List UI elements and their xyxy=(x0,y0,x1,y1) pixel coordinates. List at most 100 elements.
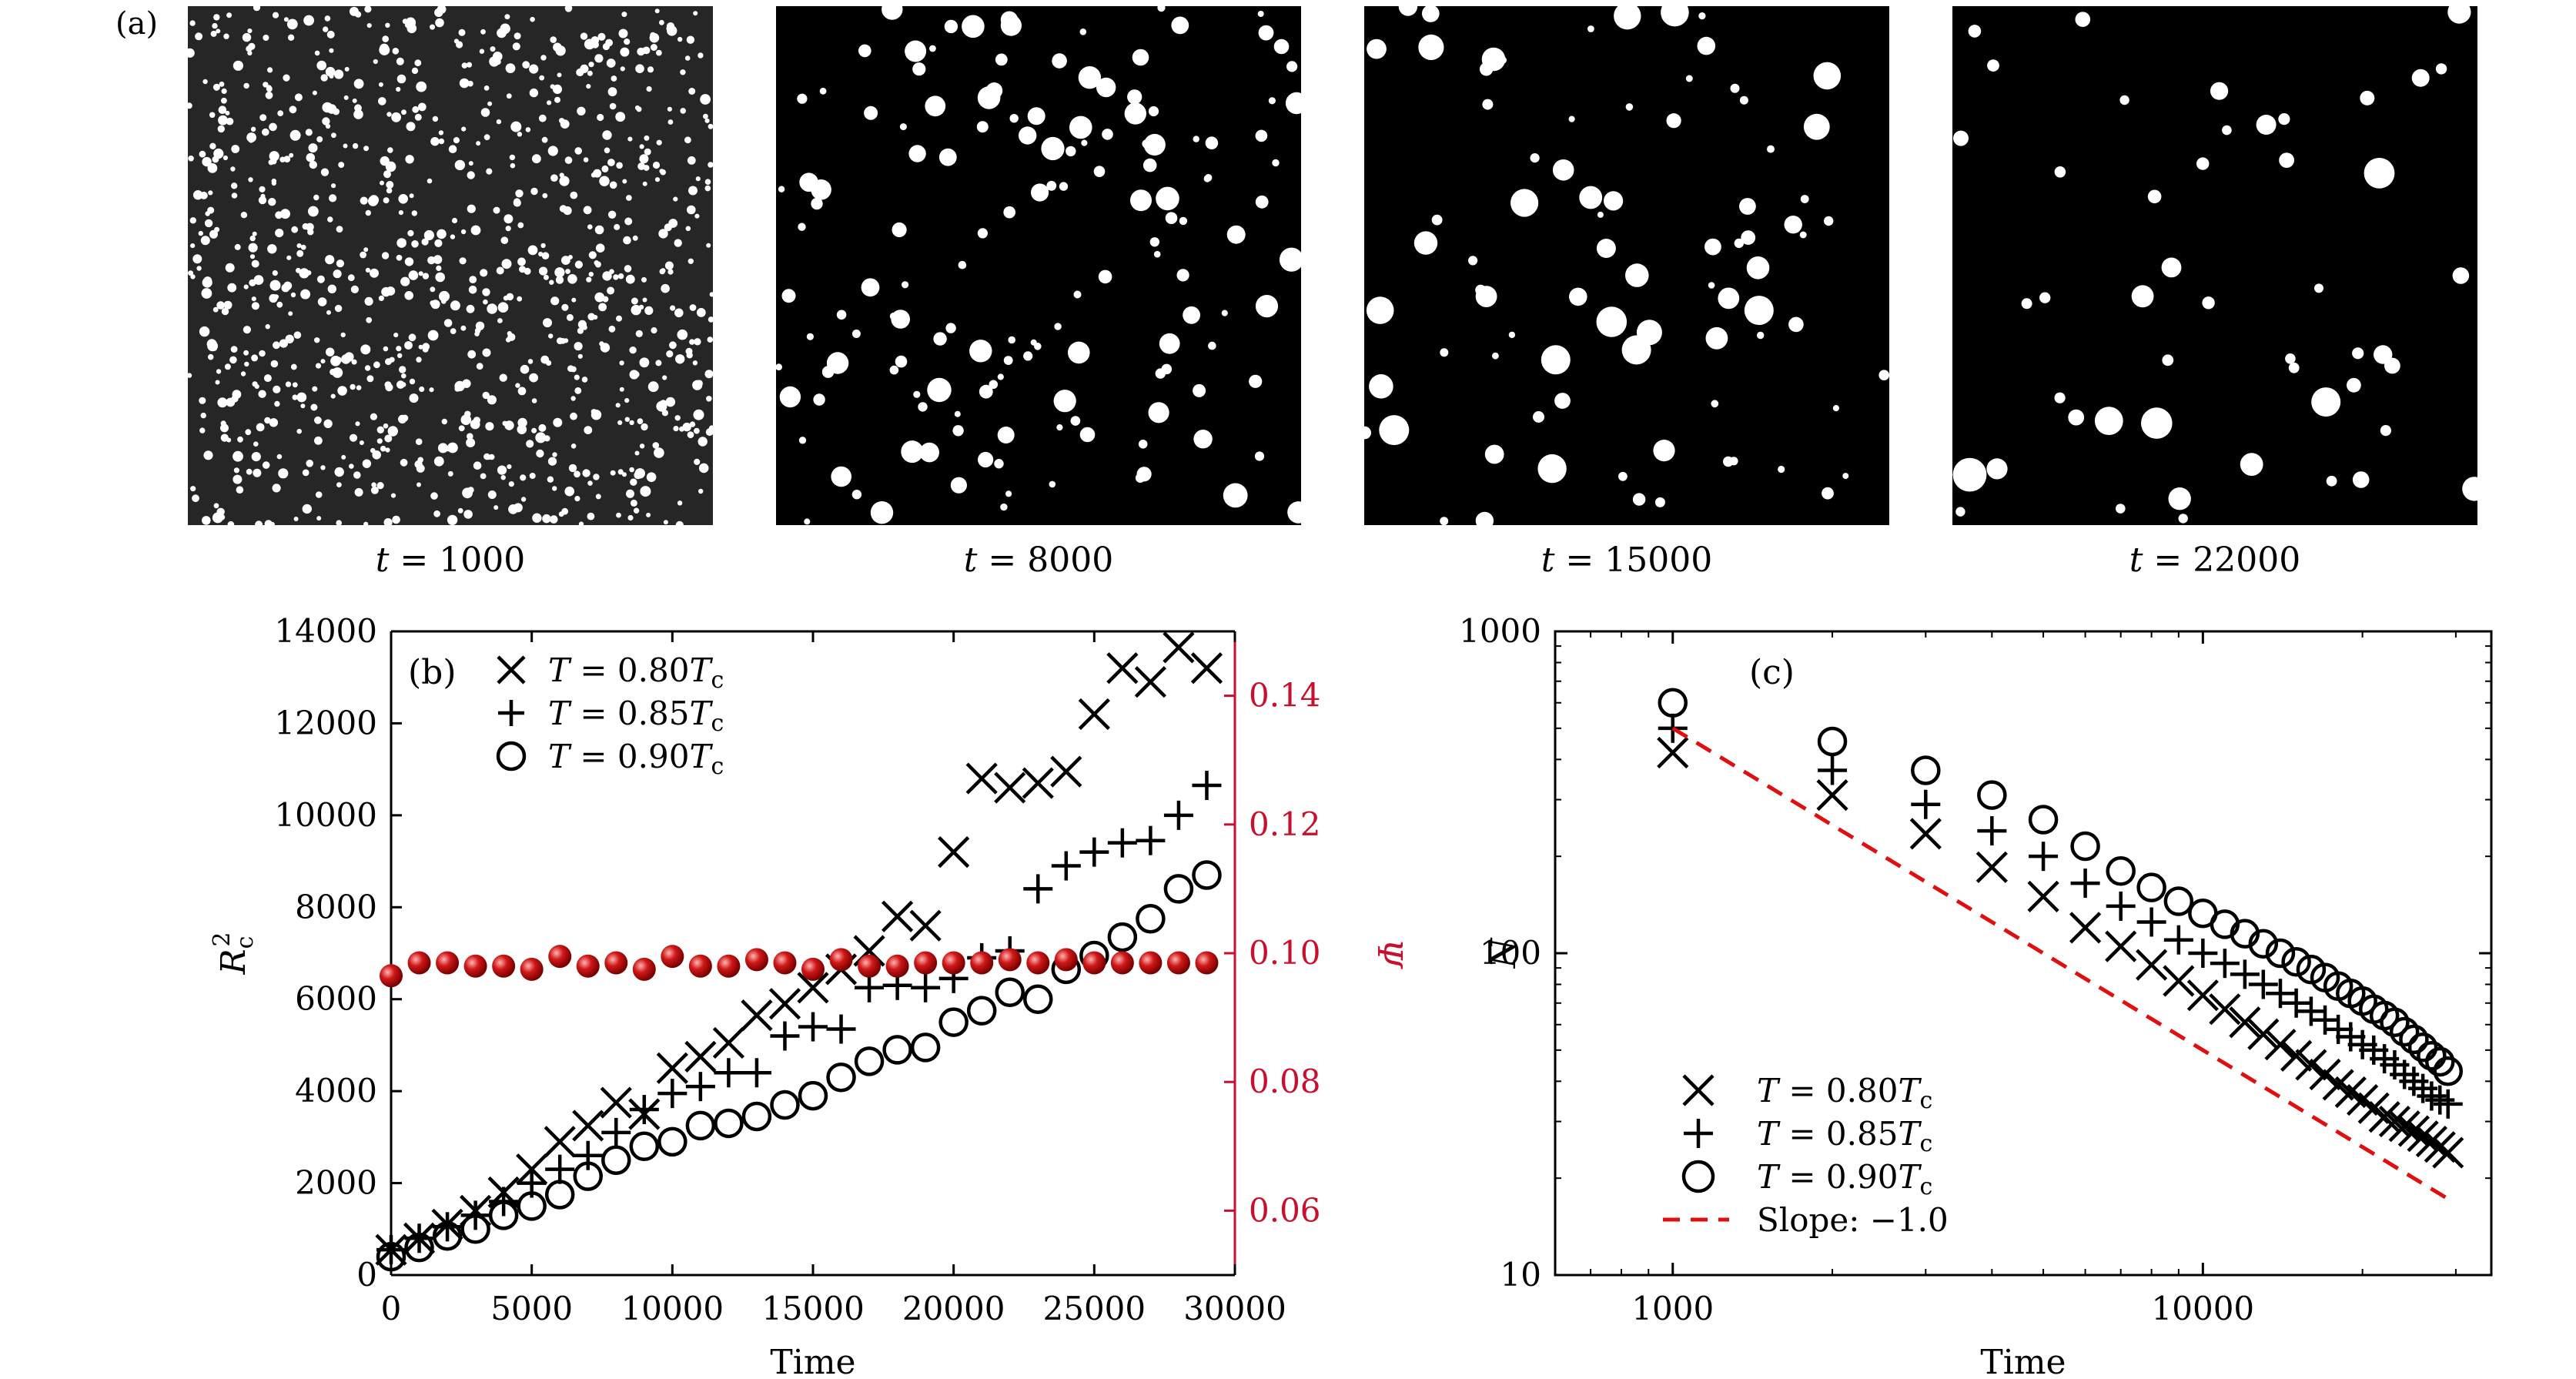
data-point-x xyxy=(2247,1018,2280,1050)
precipitate-particle xyxy=(567,274,577,284)
precipitate-particle xyxy=(625,274,635,284)
data-point-+ xyxy=(911,972,941,1002)
precipitate-particle xyxy=(609,102,617,110)
precipitate-particle xyxy=(927,377,952,403)
precipitate-particle xyxy=(467,433,473,440)
precipitate-particle xyxy=(513,198,521,206)
precipitate-particle xyxy=(467,204,476,213)
y-tick-label: 0 xyxy=(356,1256,377,1294)
data-point-+ xyxy=(657,1079,687,1109)
data-point-x xyxy=(2368,1101,2400,1133)
precipitate-particle xyxy=(1533,411,1544,423)
precipitate-particle xyxy=(376,426,384,433)
data-point-o xyxy=(2230,919,2260,949)
precipitate-particle xyxy=(1579,186,1603,209)
precipitate-particle xyxy=(1953,130,1969,146)
precipitate-particle xyxy=(296,428,302,434)
x-tick-label: 5000 xyxy=(490,1290,573,1327)
precipitate-particle xyxy=(692,360,698,366)
precipitate-particle xyxy=(700,94,711,105)
data-point-+ xyxy=(2323,1014,2354,1044)
precipitate-particle xyxy=(979,384,993,399)
data-point-+ xyxy=(1911,789,1941,819)
precipitate-particle xyxy=(501,259,512,269)
precipitate-particle xyxy=(1003,356,1013,365)
precipitate-particle xyxy=(323,419,333,428)
precipitate-particle xyxy=(595,243,605,253)
precipitate-particle xyxy=(341,454,346,460)
precipitate-particle xyxy=(602,130,612,140)
data-point-+ xyxy=(2417,1081,2447,1111)
precipitate-particle xyxy=(624,398,630,403)
precipitate-particle xyxy=(1258,25,1274,41)
precipitate-particle xyxy=(493,206,500,214)
precipitate-particle xyxy=(466,62,473,68)
precipitate-particle xyxy=(483,299,488,305)
precipitate-particle xyxy=(1008,336,1015,344)
precipitate-particle xyxy=(405,155,414,164)
precipitate-particle xyxy=(1193,383,1206,397)
snapshot-caption-2: t = 8000 xyxy=(963,541,1114,580)
precipitate-particle xyxy=(627,136,633,142)
data-point-o xyxy=(1079,940,1109,971)
data-point-+ xyxy=(855,972,885,1002)
precipitate-particle xyxy=(593,315,598,320)
precipitate-particle xyxy=(922,445,929,452)
x-tick-label: 10000 xyxy=(2152,1290,2255,1327)
precipitate-particle xyxy=(458,425,465,432)
data-point-+ xyxy=(938,963,969,993)
precipitate-particle xyxy=(1537,454,1567,484)
precipitate-particle xyxy=(310,403,318,411)
precipitate-particle xyxy=(509,154,516,161)
precipitate-particle xyxy=(243,350,249,356)
data-point-sphere xyxy=(604,951,628,975)
precipitate-particle xyxy=(1142,158,1157,172)
precipitate-particle xyxy=(398,210,403,216)
precipitate-particle xyxy=(433,456,444,467)
precipitate-particle xyxy=(385,22,390,28)
precipitate-particle xyxy=(252,231,257,236)
precipitate-particle xyxy=(1632,493,1646,506)
precipitate-particle xyxy=(1379,415,1410,446)
precipitate-particle xyxy=(199,150,206,158)
precipitate-particle xyxy=(540,243,546,249)
precipitate-particle xyxy=(505,226,511,232)
precipitate-particle xyxy=(504,420,514,430)
precipitate-particle xyxy=(398,194,408,204)
precipitate-particle xyxy=(353,471,361,479)
precipitate-particle xyxy=(253,6,261,12)
data-point-+ xyxy=(376,1235,406,1265)
precipitate-particle xyxy=(329,48,334,53)
precipitate-particle xyxy=(434,239,443,247)
data-point-x xyxy=(994,772,1026,804)
precipitate-particle xyxy=(1000,503,1008,511)
precipitate-particle xyxy=(479,49,485,54)
data-point-o xyxy=(966,996,997,1026)
precipitate-particle xyxy=(363,521,369,525)
precipitate-particle xyxy=(619,360,624,366)
precipitate-particle xyxy=(459,257,467,265)
precipitate-particle xyxy=(610,470,616,476)
y-tick-label: 10000 xyxy=(274,796,377,834)
precipitate-particle xyxy=(976,121,989,133)
precipitate-particle xyxy=(384,381,392,389)
precipitate-particle xyxy=(322,117,330,126)
precipitate-particle xyxy=(570,396,576,401)
precipitate-particle xyxy=(315,363,322,369)
precipitate-particle xyxy=(396,57,404,65)
data-point-o xyxy=(2265,938,2296,969)
precipitate-particle xyxy=(202,277,212,288)
precipitate-particle xyxy=(430,286,436,293)
precipitate-particle xyxy=(352,142,359,149)
precipitate-particle xyxy=(334,69,344,79)
data-point-+ xyxy=(2070,869,2100,899)
precipitate-particle xyxy=(598,303,607,312)
data-point-o xyxy=(826,1062,856,1093)
precipitate-particle xyxy=(199,397,206,404)
precipitate-particle xyxy=(330,368,336,376)
precipitate-particle xyxy=(279,339,288,348)
precipitate-particle xyxy=(1096,77,1116,98)
data-point-x xyxy=(1909,818,1942,850)
precipitate-particle xyxy=(652,442,660,449)
precipitate-particle xyxy=(212,156,219,163)
